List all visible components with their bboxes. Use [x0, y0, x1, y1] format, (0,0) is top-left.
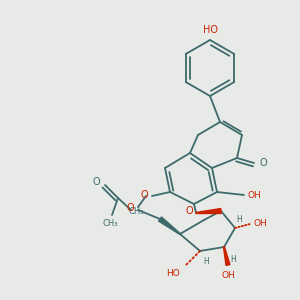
Text: O: O [185, 206, 193, 216]
Text: H: H [203, 257, 209, 266]
Text: O: O [126, 203, 134, 213]
Text: O: O [260, 158, 268, 168]
Text: HO: HO [166, 268, 180, 278]
Polygon shape [224, 247, 230, 266]
Text: OH: OH [254, 220, 268, 229]
Text: O: O [92, 177, 100, 187]
Text: OH: OH [221, 271, 235, 280]
Text: HO: HO [202, 25, 217, 35]
Polygon shape [158, 217, 180, 234]
Text: OH: OH [248, 190, 262, 200]
Polygon shape [196, 208, 221, 214]
Text: CH₃: CH₃ [128, 208, 144, 217]
Text: O: O [140, 190, 148, 200]
Text: CH₃: CH₃ [102, 220, 118, 229]
Text: H: H [230, 254, 236, 263]
Text: H: H [236, 215, 242, 224]
